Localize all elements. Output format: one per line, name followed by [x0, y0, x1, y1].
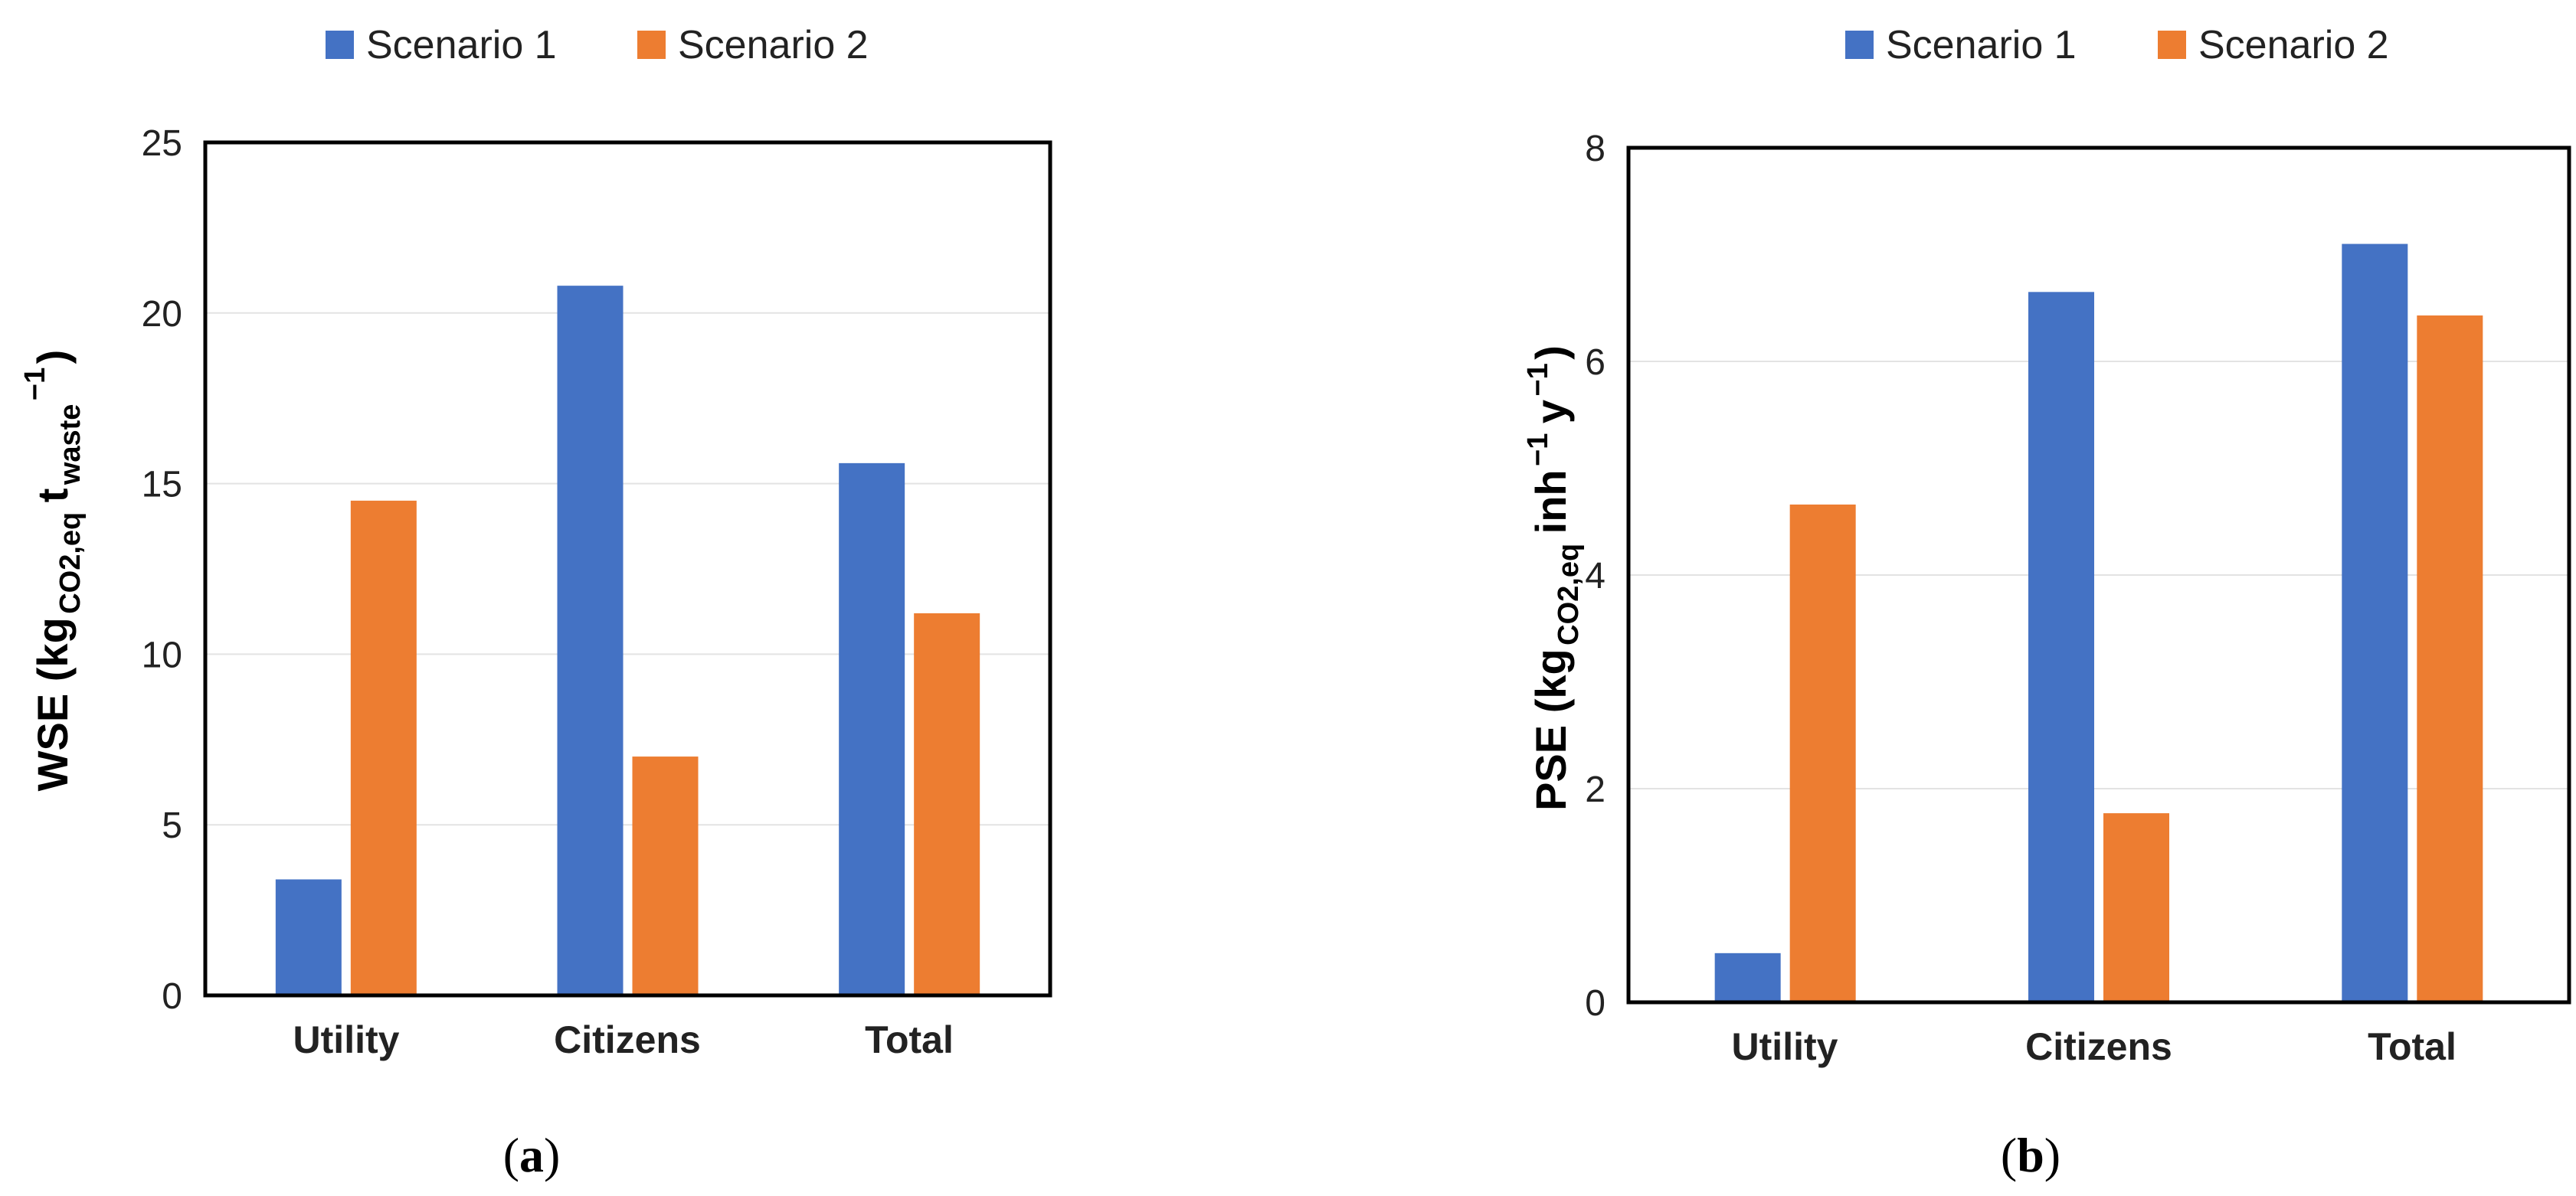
x-tick-label-b-citizens: Citizens — [2025, 1025, 2172, 1068]
panel-label-b: (b) — [2001, 1128, 2060, 1182]
y-tick-label-b-2: 2 — [1585, 770, 1605, 810]
x-tick-label-a-citizens: Citizens — [554, 1018, 701, 1061]
bar-b-utility-scenario-2 — [1789, 504, 1856, 1002]
bar-b-total-scenario-1 — [2342, 243, 2408, 1002]
bar-a-total-scenario-1 — [839, 462, 905, 995]
panel-a-chart: Scenario 1 Scenario 2 0 5 10 15 20 25 Utility… — [19, 23, 1052, 1182]
y-tick-label-b-4: 4 — [1585, 556, 1605, 596]
gridlines-a — [205, 312, 1050, 826]
y-tick-label-a-0: 0 — [162, 976, 182, 1017]
bar-b-total-scenario-2 — [2417, 315, 2483, 1002]
y-tick-labels-a: 0 5 10 15 20 25 — [142, 123, 182, 1017]
bar-a-total-scenario-2 — [914, 613, 980, 995]
legend-a-swatch-scenario-2 — [637, 31, 666, 59]
legend-b-swatch-scenario-2 — [2158, 31, 2186, 59]
y-tick-label-a-5: 5 — [162, 806, 182, 846]
x-tick-label-b-utility: Utility — [1732, 1025, 1838, 1068]
legend-a: Scenario 1 Scenario 2 — [326, 23, 869, 67]
y-axis-label-b: PSE (kg CO2,eq inh −1 y −1 ) — [1522, 345, 1585, 811]
legend-b-label-scenario-1: Scenario 1 — [1886, 23, 2077, 67]
legend-a-swatch-scenario-1 — [326, 31, 354, 59]
panel-b-chart: Scenario 1 Scenario 2 0 2 4 6 8 Utility Citi… — [1522, 23, 2571, 1182]
x-tick-label-a-utility: Utility — [293, 1018, 400, 1061]
x-tick-label-a-total: Total — [865, 1018, 954, 1061]
bar-a-utility-scenario-2 — [350, 500, 417, 995]
legend-b-swatch-scenario-1 — [1845, 31, 1874, 59]
y-tick-label-a-20: 20 — [142, 294, 182, 335]
plot-frame-a — [203, 140, 1052, 998]
plot-frame-b — [1626, 145, 2571, 1005]
bar-a-citizens-scenario-2 — [632, 756, 699, 995]
bar-a-utility-scenario-1 — [275, 879, 342, 995]
panel-label-a: (a) — [503, 1128, 561, 1182]
bar-b-citizens-scenario-2 — [2103, 813, 2169, 1002]
y-tick-labels-b: 0 2 4 6 8 — [1585, 129, 1605, 1024]
bars-b — [1714, 243, 2483, 1002]
y-tick-label-a-15: 15 — [142, 465, 182, 505]
gridlines-b — [1628, 361, 2569, 789]
y-tick-label-b-0: 0 — [1585, 983, 1605, 1024]
legend-b: Scenario 1 Scenario 2 — [1845, 23, 2389, 67]
legend-a-label-scenario-2: Scenario 2 — [678, 23, 869, 67]
y-axis-label-a: WSE (kg CO2,eq t waste −1 ) — [19, 350, 87, 792]
y-tick-label-b-6: 6 — [1585, 342, 1605, 383]
legend-b-label-scenario-2: Scenario 2 — [2198, 23, 2389, 67]
y-tick-label-b-8: 8 — [1585, 129, 1605, 169]
bar-a-citizens-scenario-1 — [557, 286, 624, 996]
bar-b-utility-scenario-1 — [1714, 953, 1781, 1002]
x-tick-label-b-total: Total — [2368, 1025, 2457, 1068]
legend-a-label-scenario-1: Scenario 1 — [366, 23, 557, 67]
y-tick-label-a-10: 10 — [142, 635, 182, 675]
bar-b-citizens-scenario-1 — [2028, 292, 2094, 1002]
y-tick-label-a-25: 25 — [142, 123, 182, 164]
bars-a — [275, 286, 980, 996]
